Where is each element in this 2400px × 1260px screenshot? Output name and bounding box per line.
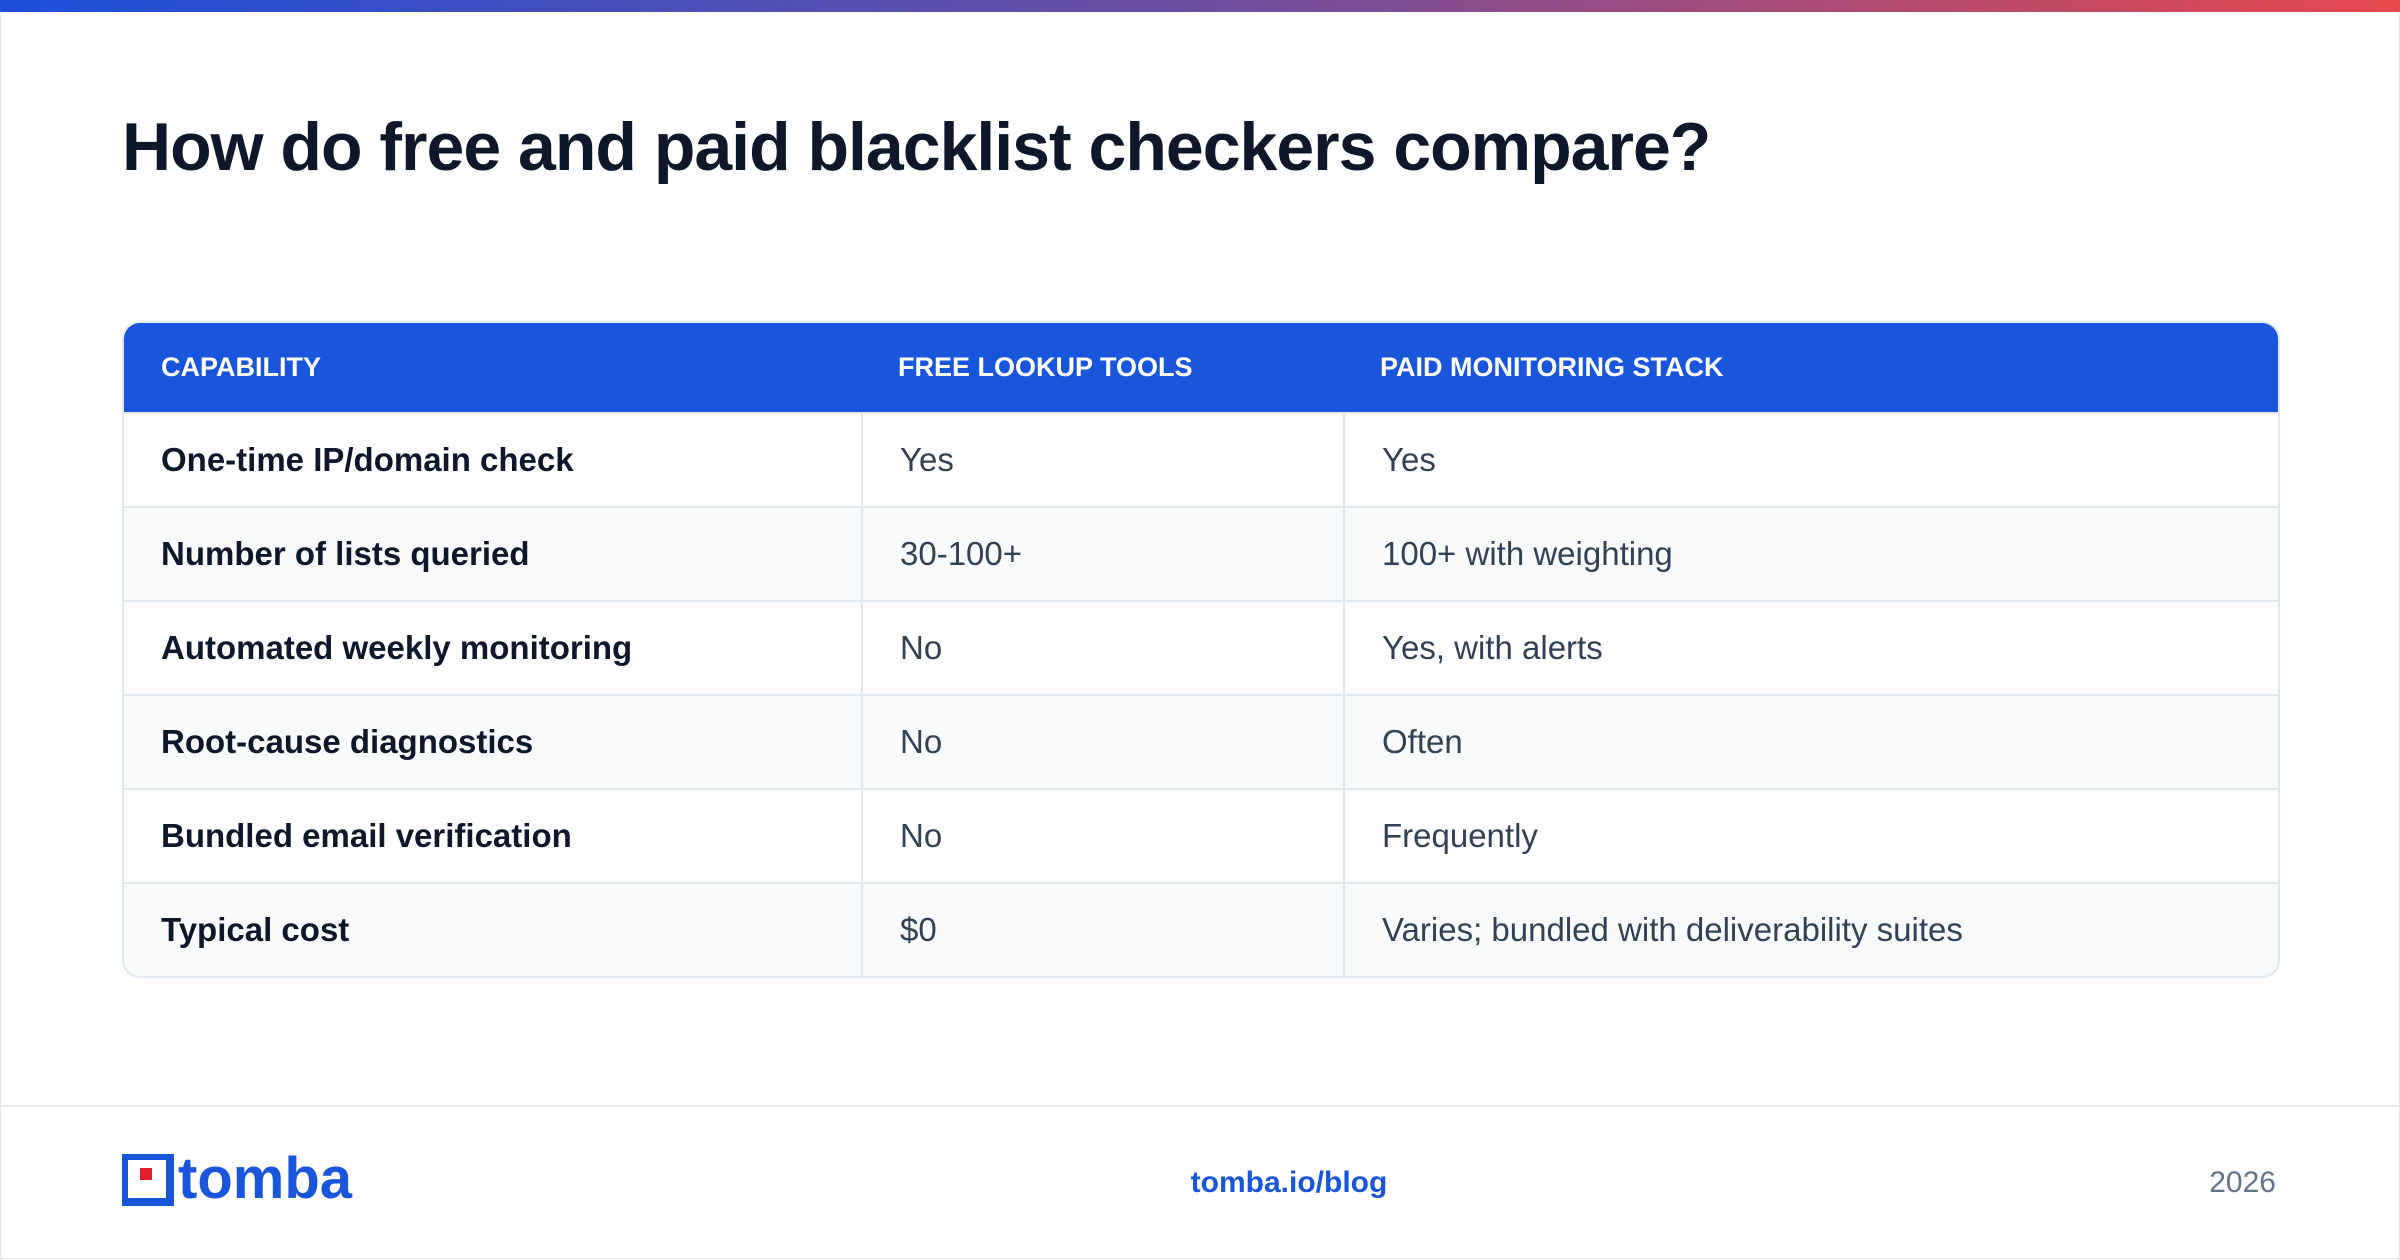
- table-cell: Yes, with alerts: [1343, 602, 2278, 694]
- column-header: CAPABILITY: [161, 352, 321, 382]
- table-cell: One-time IP/domain check: [161, 441, 574, 478]
- table-cell: Yes: [1343, 414, 2278, 506]
- accent-bar: [0, 0, 2400, 12]
- table-cell: Often: [1343, 696, 2278, 788]
- column-header: FREE LOOKUP TOOLS: [898, 352, 1193, 382]
- comparison-table: CAPABILITY FREE LOOKUP TOOLS PAID MONITORI…: [122, 321, 2280, 978]
- table-row: Bundled email verification No Frequently: [124, 788, 2278, 882]
- table-cell: Automated weekly monitoring: [161, 629, 633, 666]
- table-cell: No: [861, 696, 1343, 788]
- logo: tomba: [122, 1154, 353, 1211]
- table-cell: 30-100+: [861, 508, 1343, 600]
- header-row: CAPABILITY FREE LOOKUP TOOLS PAID MONITORI…: [124, 323, 2278, 412]
- table-cell: Frequently: [1343, 790, 2278, 882]
- table-cell: Typical cost: [161, 911, 350, 948]
- table-row: Number of lists queried 30-100+ 100+ with …: [124, 506, 2278, 600]
- table-row: Automated weekly monitoring No Yes, with a…: [124, 600, 2278, 694]
- table-cell: $0: [861, 884, 1343, 976]
- table-cell: Yes: [861, 414, 1343, 506]
- logo-dot: [140, 1168, 152, 1180]
- title: How do free and paid blacklist checkers …: [122, 109, 1711, 185]
- table-row: One-time IP/domain check Yes Yes: [124, 412, 2278, 506]
- table-cell: No: [861, 790, 1343, 882]
- table-cell: 100+ with weighting: [1343, 508, 2278, 600]
- table-row: Root-cause diagnostics No Often: [124, 694, 2278, 788]
- table-cell: Number of lists queried: [161, 535, 530, 572]
- year: 2026: [2209, 1166, 2276, 1199]
- table-cell: Bundled email verification: [161, 817, 572, 854]
- column-header: PAID MONITORING STACK: [1380, 352, 1724, 382]
- logo-text: tomba: [178, 1154, 353, 1211]
- table-cell: No: [861, 602, 1343, 694]
- footer-divider: [0, 1105, 2400, 1107]
- table-cell: Root-cause diagnostics: [161, 723, 534, 760]
- blog-link[interactable]: tomba.io/blog: [1190, 1166, 1388, 1199]
- table-cell: Varies; bundled with deliverability suit…: [1343, 884, 2278, 976]
- table-row: Typical cost $0 Varies; bundled with deliv…: [124, 882, 2278, 976]
- logo-icon: [122, 1154, 174, 1206]
